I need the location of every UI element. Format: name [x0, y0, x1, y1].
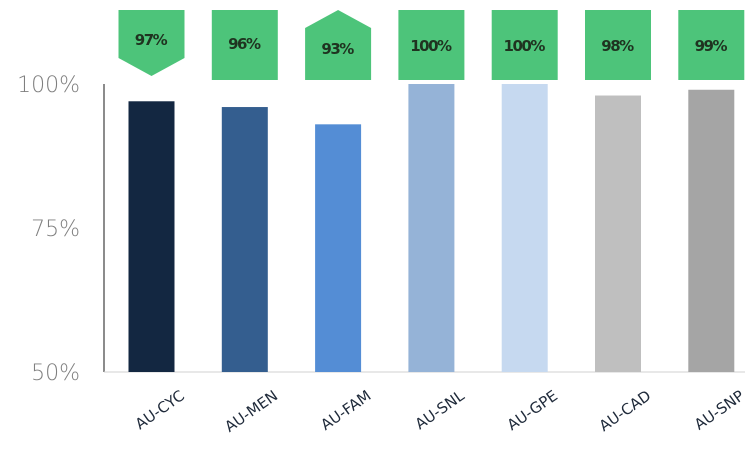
value-badge — [211, 10, 278, 80]
value-label: 99% — [695, 37, 728, 55]
bar — [595, 95, 641, 373]
label-layer: AU-CYC AU-MEN AU-FAM AU-SNL AU-GPE AU-CAD AU-S… — [132, 386, 745, 436]
category-label: AU-SNL — [412, 386, 469, 433]
badge-layer: 97% 96% 93% 100% 100% 98% 99% — [118, 10, 745, 80]
bar — [501, 84, 548, 372]
value-badge — [118, 10, 185, 76]
y-tick-label: 75% — [31, 217, 80, 242]
bar — [221, 107, 268, 372]
category-label: AU-GPE — [504, 387, 561, 435]
value-label: 97% — [135, 31, 168, 49]
axis-layer: 50% 75% 100% — [17, 73, 745, 386]
value-label: 100% — [410, 37, 452, 55]
value-badge — [398, 10, 465, 80]
bar — [688, 89, 735, 372]
value-label: 93% — [321, 40, 354, 58]
value-label: 100% — [504, 37, 546, 55]
category-label: AU-CYC — [132, 387, 188, 434]
value-badge — [585, 10, 651, 80]
y-tick-label: 100% — [17, 73, 80, 98]
category-label: AU-FAM — [317, 387, 374, 435]
category-label: AU-CAD — [596, 387, 655, 436]
value-badge — [305, 10, 372, 80]
category-label: AU-SNP — [691, 387, 745, 434]
bar — [315, 124, 362, 372]
y-tick-label: 50% — [31, 361, 80, 386]
category-label: AU-MEN — [221, 387, 281, 436]
bar — [128, 101, 175, 372]
bar-layer — [128, 84, 735, 373]
value-badge — [491, 10, 558, 80]
value-label: 96% — [228, 35, 261, 53]
value-label: 98% — [601, 37, 634, 55]
value-badge — [678, 10, 745, 80]
bar — [408, 84, 455, 372]
